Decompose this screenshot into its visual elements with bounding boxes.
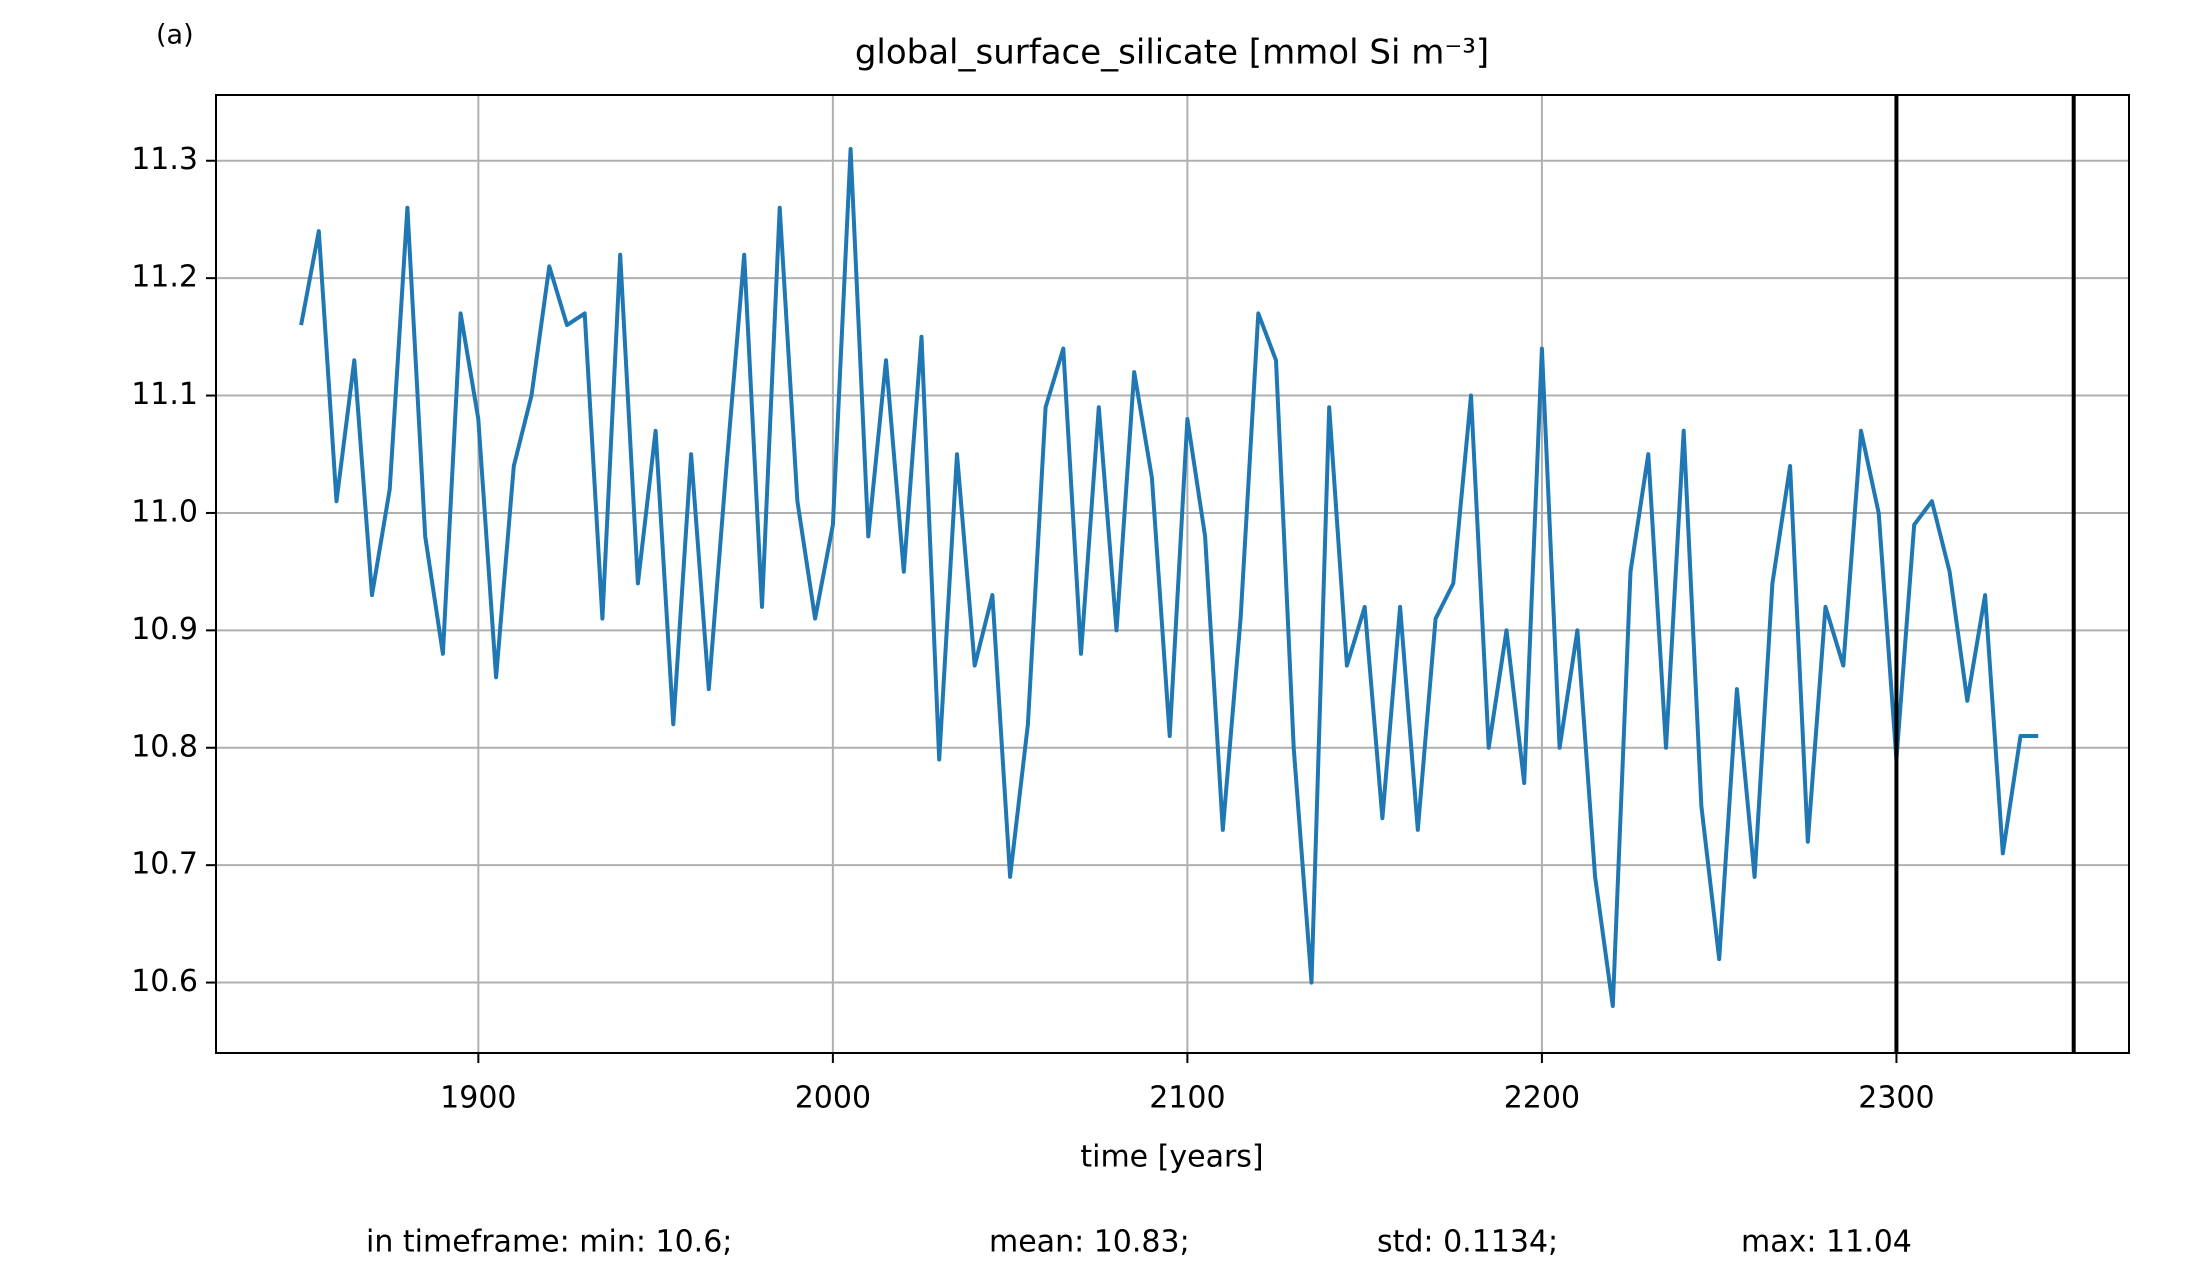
plot-frame bbox=[215, 94, 2130, 1054]
y-tick-label: 10.7 bbox=[131, 847, 198, 882]
panel-label: (a) bbox=[156, 20, 194, 51]
x-tick-label: 2100 bbox=[1149, 1081, 1225, 1116]
x-axis-label: time [years] bbox=[1080, 1140, 1263, 1175]
chart-title: global_surface_silicate [mmol Si m⁻³] bbox=[855, 33, 1489, 73]
x-tick-label: 2000 bbox=[795, 1081, 871, 1116]
y-tick-label: 11.3 bbox=[131, 142, 198, 177]
stats-text: in timeframe: min: 10.6; bbox=[366, 1225, 732, 1260]
y-tick-label: 10.8 bbox=[131, 729, 198, 764]
x-tick-label: 1900 bbox=[440, 1081, 516, 1116]
stats-text: max: 11.04 bbox=[1741, 1225, 1912, 1260]
y-tick-label: 11.0 bbox=[131, 494, 198, 529]
y-tick-label: 11.2 bbox=[131, 260, 198, 295]
y-tick-label: 11.1 bbox=[131, 377, 198, 412]
x-tick-label: 2300 bbox=[1858, 1081, 1934, 1116]
y-tick-label: 10.9 bbox=[131, 612, 198, 647]
data-line bbox=[299, 147, 2039, 1008]
y-tick-label: 10.6 bbox=[131, 964, 198, 999]
stats-text: mean: 10.83; bbox=[989, 1225, 1190, 1260]
stats-text: std: 0.1134; bbox=[1377, 1225, 1558, 1260]
x-tick-label: 2200 bbox=[1504, 1081, 1580, 1116]
